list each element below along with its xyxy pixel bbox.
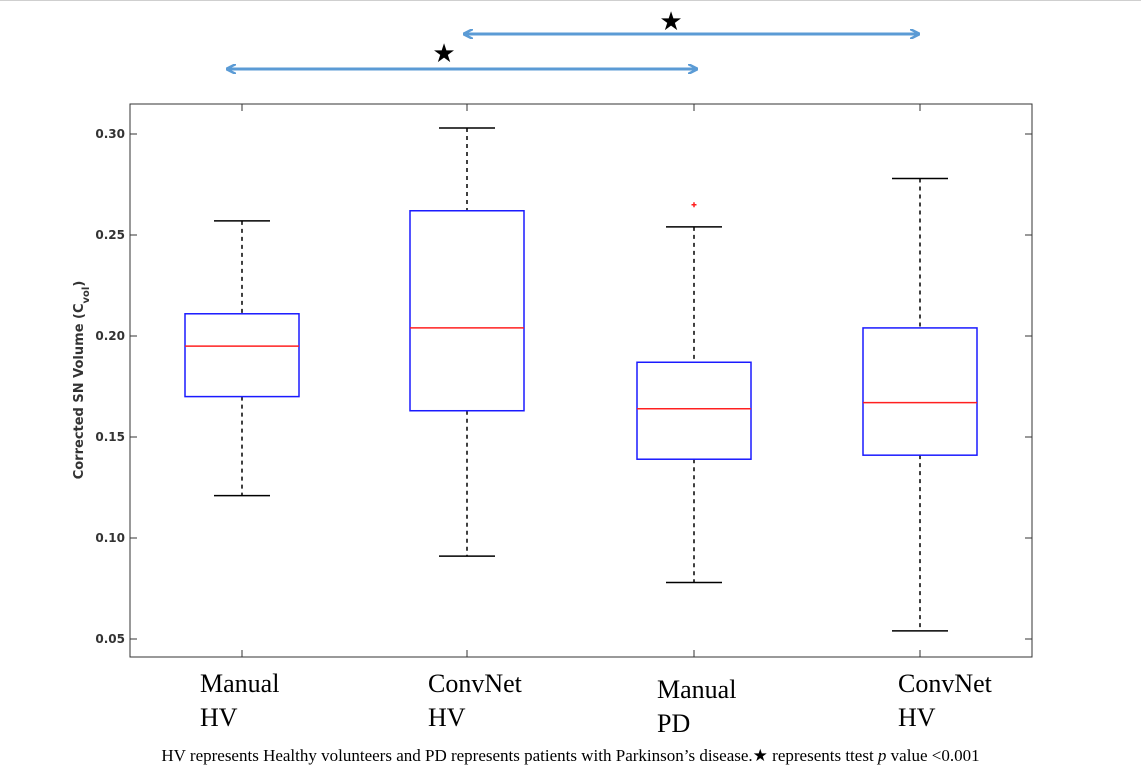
box-1 — [184, 220, 300, 497]
box-4-iqr — [862, 327, 978, 456]
category-label-3-line1: Manual — [657, 675, 737, 704]
category-label-4-line2: HV — [898, 703, 936, 732]
box-3-outlier-1 — [691, 202, 697, 208]
caption-part3: value <0.001 — [886, 746, 980, 765]
category-label-4-line1: ConvNet — [898, 669, 992, 698]
category-label-3-line2: PD — [657, 709, 691, 738]
box-3 — [636, 202, 752, 584]
category-label-1: Manual HV — [200, 667, 279, 735]
category-label-2-line1: ConvNet — [428, 669, 522, 698]
y-axis: 0.05 0.10 0.15 0.20 0.25 0.30 — [95, 104, 1032, 657]
y-tick-label-0: 0.05 — [95, 632, 125, 646]
box-1-iqr — [184, 313, 300, 398]
box-4 — [862, 177, 978, 632]
caption-star: ★ — [752, 746, 768, 765]
significance-group: ★★ — [228, 7, 918, 69]
category-label-1-line2: HV — [200, 703, 238, 732]
category-label-1-line1: Manual — [200, 669, 280, 698]
box-3-iqr — [636, 361, 752, 460]
y-tick-label-2: 0.15 — [95, 430, 125, 444]
figure-caption: HV represents Healthy volunteers and PD … — [0, 746, 1141, 766]
plot-frame — [129, 103, 1033, 658]
top-rule — [0, 0, 1141, 1]
y-tick-label-5: 0.30 — [95, 127, 125, 141]
significance-star-1: ★ — [432, 39, 455, 69]
y-tick-label-1: 0.10 — [95, 531, 125, 545]
category-label-2: ConvNet HV — [428, 667, 522, 735]
box-2-iqr — [409, 210, 525, 412]
caption-part1: HV represents Healthy volunteers and PD … — [161, 746, 753, 765]
category-label-4: ConvNet HV — [898, 667, 992, 735]
caption-part2: represents ttest — [767, 746, 878, 765]
category-label-2-line2: HV — [428, 703, 466, 732]
y-tick-label-3: 0.20 — [95, 329, 125, 343]
caption-p: p — [877, 746, 887, 765]
box-2 — [409, 127, 525, 557]
y-axis-label: Corrected SN Volume (Cvol) — [72, 281, 92, 480]
significance-star-2: ★ — [659, 7, 682, 37]
category-label-3: Manual PD — [657, 673, 736, 741]
y-tick-label-4: 0.25 — [95, 228, 125, 242]
boxes-group — [184, 127, 978, 632]
